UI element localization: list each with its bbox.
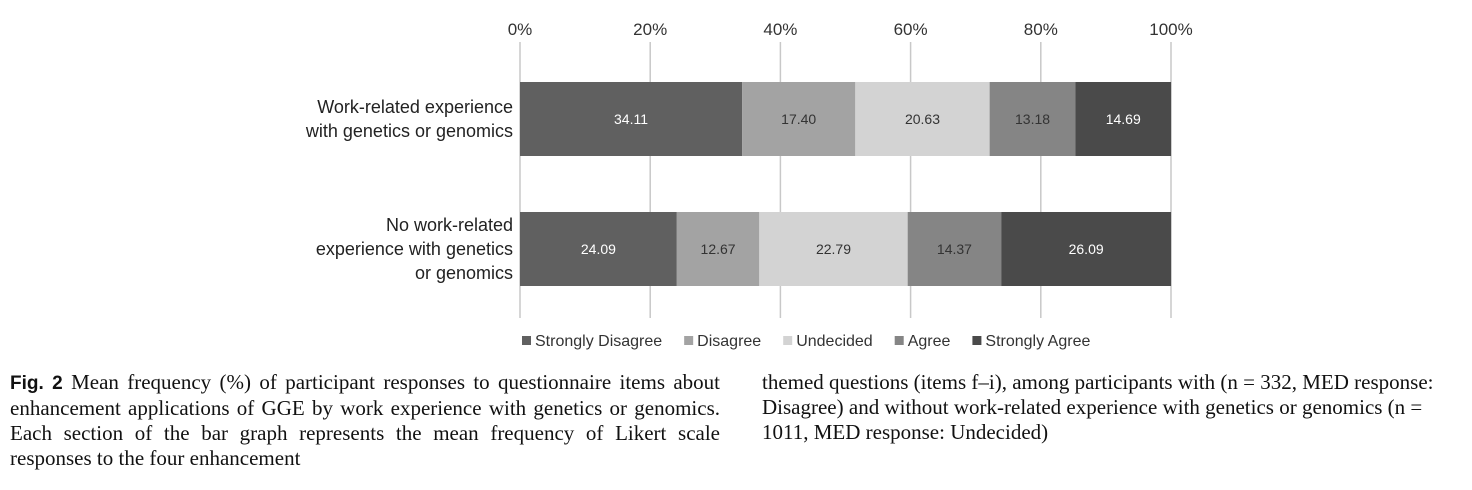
bar-segment xyxy=(676,212,760,286)
category-labels: Work-related experience with genetics or … xyxy=(305,97,513,283)
data-label: 24.09 xyxy=(581,241,616,257)
data-label: 12.67 xyxy=(701,241,736,257)
data-label: 20.63 xyxy=(905,111,940,127)
legend-swatch xyxy=(783,336,793,345)
x-axis-ticks: 0% 20% 40% 60% 80% 100% xyxy=(508,20,1193,39)
legend-swatch xyxy=(522,336,531,345)
bar-segment xyxy=(520,212,677,286)
figure-caption-right: themed questions (items f–i), among part… xyxy=(762,370,1472,445)
bar-segment xyxy=(742,82,856,156)
category-label: or genomics xyxy=(415,263,513,283)
caption-text-right: themed questions (items f–i), among part… xyxy=(762,370,1434,444)
data-label: 34.11 xyxy=(614,111,648,127)
figure-caption-left: Fig. 2 Mean frequency (%) of participant… xyxy=(10,370,720,471)
bar-segment xyxy=(855,82,990,156)
x-tick-label: 80% xyxy=(1024,20,1058,39)
category-label: No work-related xyxy=(386,215,513,235)
legend-label: Strongly Agree xyxy=(985,333,1090,350)
data-label: 13.18 xyxy=(1015,111,1050,127)
legend-label: Undecided xyxy=(796,333,873,350)
legend-label: Strongly Disagree xyxy=(535,333,662,350)
bar-segment xyxy=(989,82,1076,156)
x-tick-label: 0% xyxy=(508,20,533,39)
legend-label: Disagree xyxy=(697,333,761,350)
data-label: 22.79 xyxy=(816,241,851,257)
bar-segment xyxy=(520,82,743,156)
figure-label: Fig. 2 xyxy=(10,373,63,394)
x-tick-label: 100% xyxy=(1149,20,1192,39)
data-label: 17.40 xyxy=(781,111,816,127)
category-label: Work-related experience xyxy=(317,97,513,117)
x-tick-label: 60% xyxy=(894,20,928,39)
x-tick-label: 40% xyxy=(763,20,797,39)
x-tick-label: 20% xyxy=(633,20,667,39)
bar-segment xyxy=(907,212,1002,286)
data-label: 14.69 xyxy=(1106,111,1141,127)
bar-segment xyxy=(1075,82,1172,156)
legend-swatch xyxy=(684,336,694,345)
stacked-bar-chart: 0% 20% 40% 60% 80% 100% 34.11 17.40 20.63 13.18 1… xyxy=(305,20,1193,350)
legend-label: Agree xyxy=(908,333,951,350)
bar-segment xyxy=(1001,212,1172,286)
legend-swatch xyxy=(894,336,904,345)
category-label: with genetics or genomics xyxy=(305,121,513,141)
legend: Strongly Disagree Disagree Undecided Agree S… xyxy=(522,333,1090,350)
data-label: 26.09 xyxy=(1069,241,1104,257)
category-label: experience with genetics xyxy=(316,239,513,259)
data-label: 14.37 xyxy=(937,241,972,257)
legend-swatch xyxy=(972,336,982,345)
bar-segment xyxy=(759,212,908,286)
bars: 34.11 17.40 20.63 13.18 14.69 24.09 12.67 22.79… xyxy=(520,82,1172,286)
caption-text-left: Mean frequency (%) of participant respon… xyxy=(10,370,720,470)
